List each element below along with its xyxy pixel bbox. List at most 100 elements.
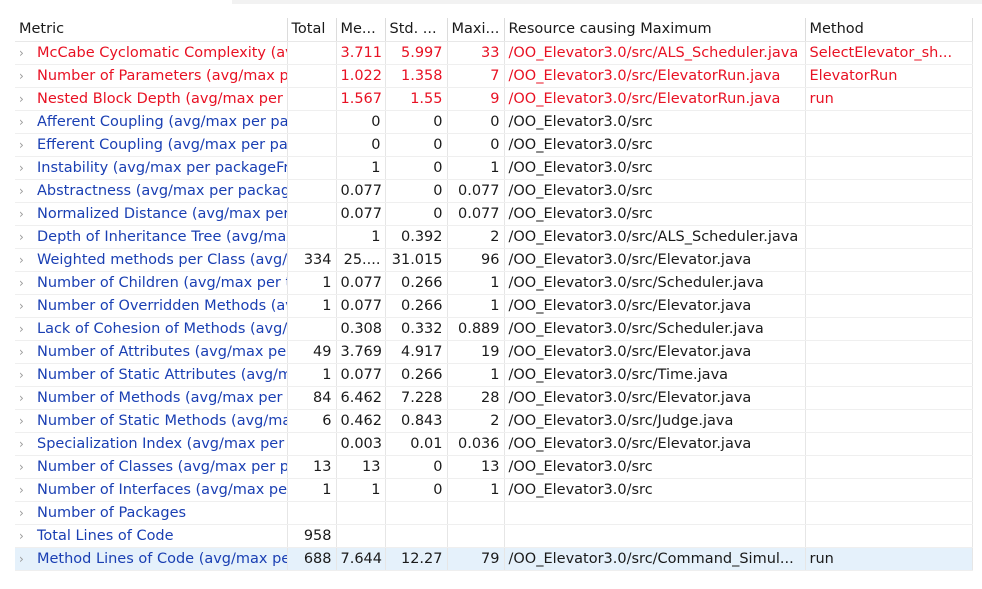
chevron-right-icon[interactable]: › (19, 160, 24, 175)
metric-cell[interactable]: › Number of Classes (avg/max per packageF… (15, 455, 288, 479)
table-row[interactable]: › Nested Block Depth (avg/max per method)… (15, 87, 973, 111)
column-header-maximum[interactable]: Maxi... (447, 18, 505, 42)
metric-cell[interactable]: › Number of Static Attributes (avg/max pe… (15, 363, 288, 387)
metric-cell[interactable]: › Instability (avg/max per packageFragmen… (15, 156, 288, 180)
table-row[interactable]: › Number of Methods (avg/max per type)846… (15, 386, 973, 410)
table-row[interactable]: › Number of Interfaces (avg/max per packa… (15, 478, 973, 502)
method-cell: SelectElevator_sh... (805, 41, 973, 65)
table-row[interactable]: › Lack of Cohesion of Methods (avg/max pe… (15, 317, 973, 341)
chevron-right-icon[interactable]: › (19, 91, 24, 106)
mean-cell: 1 (336, 478, 386, 502)
maximum-cell: 0.077 (447, 202, 505, 226)
chevron-right-icon[interactable]: › (19, 436, 24, 451)
table-row[interactable]: ›Number of Children (avg/max per type)10… (15, 271, 973, 295)
metric-name: Number of Classes (avg/max per packageFr… (37, 458, 286, 475)
chevron-right-icon[interactable]: › (19, 482, 24, 497)
column-header-std-dev[interactable]: Std. ... (385, 18, 448, 42)
total-cell: 13 (287, 455, 337, 479)
table-row[interactable]: › McCabe Cyclomatic Complexity (avg/max p… (15, 41, 973, 65)
metric-cell[interactable]: › Method Lines of Code (avg/max per metho… (15, 547, 288, 571)
chevron-right-icon[interactable]: › (19, 68, 24, 83)
table-row[interactable]: › Number of Classes (avg/max per packageF… (15, 455, 973, 479)
std-dev-cell: 5.997 (385, 41, 448, 65)
column-header-total[interactable]: Total (287, 18, 337, 42)
mean-cell: 3.769 (336, 340, 386, 364)
column-header-mean[interactable]: Me... (336, 18, 386, 42)
metric-cell[interactable]: › Normalized Distance (avg/max per packag… (15, 202, 288, 226)
metric-cell[interactable]: › Number of Static Methods (avg/max per t… (15, 409, 288, 433)
table-row[interactable]: › Normalized Distance (avg/max per packag… (15, 202, 973, 226)
metric-name: Number of Interfaces (avg/max per packag… (37, 481, 287, 498)
chevron-right-icon[interactable]: › (19, 367, 24, 382)
column-header-method[interactable]: Method (805, 18, 973, 42)
table-row[interactable]: › Number of Attributes (avg/max per type)… (15, 340, 973, 364)
chevron-right-icon[interactable]: › (19, 45, 24, 60)
mean-cell: 1.022 (336, 64, 386, 88)
table-row[interactable]: › Number of Parameters (avg/max per metho… (15, 64, 973, 88)
chevron-right-icon[interactable]: › (19, 275, 24, 290)
chevron-right-icon[interactable]: › (19, 229, 24, 244)
metric-cell[interactable]: › McCabe Cyclomatic Complexity (avg/max p… (15, 41, 288, 65)
chevron-right-icon[interactable]: › (19, 528, 24, 543)
table-row[interactable]: › Method Lines of Code (avg/max per metho… (15, 547, 973, 571)
table-row[interactable]: › Total Lines of Code 958 (15, 524, 973, 548)
metric-cell[interactable]: › Number of Attributes (avg/max per type) (15, 340, 288, 364)
metric-cell[interactable]: › Depth of Inheritance Tree (avg/max per … (15, 225, 288, 249)
metric-cell[interactable]: › Specialization Index (avg/max per type) (15, 432, 288, 456)
resource-cell: /OO_Elevator3.0/src (504, 455, 806, 479)
table-row[interactable]: › Abstractness (avg/max per packageFragme… (15, 179, 973, 203)
chevron-right-icon[interactable]: › (19, 206, 24, 221)
chevron-right-icon[interactable]: › (19, 505, 24, 520)
chevron-right-icon[interactable]: › (19, 551, 24, 566)
chevron-right-icon[interactable]: › (19, 183, 24, 198)
maximum-cell: 2 (447, 225, 505, 249)
table-row[interactable]: › Weighted methods per Class (avg/max per… (15, 248, 973, 272)
total-cell: 1 (287, 478, 337, 502)
metric-cell[interactable]: › Abstractness (avg/max per packageFragme… (15, 179, 288, 203)
std-dev-cell (385, 501, 448, 525)
column-header-resource[interactable]: Resource causing Maximum (504, 18, 806, 42)
chevron-right-icon[interactable]: › (19, 390, 24, 405)
metric-cell[interactable]: › Lack of Cohesion of Methods (avg/max pe… (15, 317, 288, 341)
metric-cell[interactable]: › Number of Methods (avg/max per type) (15, 386, 288, 410)
chevron-right-icon[interactable]: › (19, 413, 24, 428)
metric-cell[interactable]: › Number of Parameters (avg/max per metho… (15, 64, 288, 88)
chevron-right-icon[interactable]: › (19, 114, 24, 129)
metric-cell[interactable]: › Nested Block Depth (avg/max per method) (15, 87, 288, 111)
chevron-right-icon[interactable]: › (19, 252, 24, 267)
metric-cell[interactable]: › Efferent Coupling (avg/max per packageF… (15, 133, 288, 157)
metric-cell[interactable]: › Number of Packages (15, 501, 288, 525)
table-row[interactable]: › Number of Static Attributes (avg/max pe… (15, 363, 973, 387)
column-header-metric[interactable]: Metric (15, 18, 288, 42)
metric-cell[interactable]: › Afferent Coupling (avg/max per packageF… (15, 110, 288, 134)
chevron-right-icon[interactable]: › (19, 137, 24, 152)
metric-cell[interactable]: › Weighted methods per Class (avg/max per… (15, 248, 288, 272)
metric-cell[interactable]: › Total Lines of Code (15, 524, 288, 548)
table-row[interactable]: › Number of Overridden Methods (avg/max p… (15, 294, 973, 318)
maximum-cell: 1 (447, 363, 505, 387)
mean-cell (336, 524, 386, 548)
chevron-right-icon[interactable]: › (19, 344, 24, 359)
maximum-cell: 0.077 (447, 179, 505, 203)
table-row[interactable]: › Specialization Index (avg/max per type)… (15, 432, 973, 456)
table-row[interactable]: › Afferent Coupling (avg/max per packageF… (15, 110, 973, 134)
table-row[interactable]: › Depth of Inheritance Tree (avg/max per … (15, 225, 973, 249)
metric-cell[interactable]: › Number of Interfaces (avg/max per packa… (15, 478, 288, 502)
chevron-right-icon[interactable]: › (19, 321, 24, 336)
method-cell (805, 202, 973, 226)
metrics-table: Metric Total Me... Std. ... Maxi... Reso… (15, 18, 973, 571)
metric-cell[interactable]: › Number of Children (avg/max per type) (15, 271, 288, 295)
mean-cell (336, 501, 386, 525)
metric-cell[interactable]: › Number of Overridden Methods (avg/max p… (15, 294, 288, 318)
table-row[interactable]: › Number of Packages (15, 501, 973, 525)
metric-name: Abstractness (avg/max per packageFragmen… (37, 182, 286, 199)
table-row[interactable]: › Number of Static Methods (avg/max per t… (15, 409, 973, 433)
method-cell (805, 317, 973, 341)
table-row[interactable]: › Efferent Coupling (avg/max per packageF… (15, 133, 973, 157)
table-row[interactable]: › Instability (avg/max per packageFragmen… (15, 156, 973, 180)
chevron-right-icon[interactable]: › (19, 298, 24, 313)
tab-strip (232, 0, 982, 4)
total-cell: 6 (287, 409, 337, 433)
chevron-right-icon[interactable]: › (19, 459, 24, 474)
method-cell (805, 179, 973, 203)
